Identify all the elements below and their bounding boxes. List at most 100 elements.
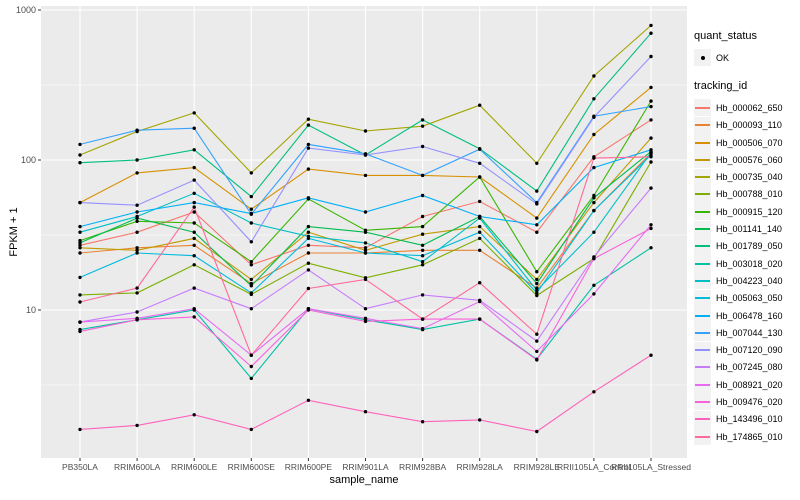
legend-line-swatch-icon bbox=[694, 289, 711, 307]
y-tick-label: 10 bbox=[25, 305, 36, 315]
data-point bbox=[78, 161, 82, 165]
data-point bbox=[249, 376, 253, 381]
data-point bbox=[420, 254, 425, 258]
data-point bbox=[478, 248, 482, 252]
legend-line-swatch-icon bbox=[694, 203, 711, 221]
data-point bbox=[306, 236, 311, 241]
data-point bbox=[592, 230, 596, 234]
data-point bbox=[420, 293, 425, 297]
data-point bbox=[420, 263, 425, 267]
data-point bbox=[535, 202, 539, 206]
data-point bbox=[478, 317, 482, 321]
legend-line-swatch-icon bbox=[694, 358, 711, 376]
data-point bbox=[535, 270, 539, 274]
data-point bbox=[420, 232, 425, 236]
data-point bbox=[592, 390, 596, 394]
data-point bbox=[535, 281, 539, 286]
legend-label: Hb_000788_010 bbox=[716, 189, 783, 200]
y-tick-label: 100 bbox=[20, 155, 36, 165]
data-point bbox=[535, 277, 539, 282]
x-tick-label: RRIM928LE bbox=[513, 462, 560, 472]
data-point bbox=[192, 236, 196, 241]
data-point bbox=[135, 291, 139, 295]
data-point bbox=[306, 167, 311, 171]
x-tick-label: RRIM928LA bbox=[456, 462, 503, 472]
data-point bbox=[363, 307, 368, 311]
legend-label: Hb_000506_070 bbox=[716, 137, 783, 148]
data-point bbox=[306, 123, 311, 127]
data-point bbox=[306, 146, 311, 150]
x-tick-label: RRIM600LA bbox=[113, 462, 161, 472]
legend-item: Hb_008921_020 bbox=[694, 376, 800, 394]
legend-item: Hb_007245_080 bbox=[694, 358, 800, 376]
legend-label: Hb_000735_040 bbox=[716, 172, 783, 183]
data-point bbox=[135, 219, 139, 223]
data-point bbox=[192, 243, 196, 247]
legend-item: Hb_007120_090 bbox=[694, 341, 800, 359]
data-point bbox=[649, 353, 653, 357]
data-point bbox=[78, 230, 82, 234]
data-point bbox=[306, 286, 311, 291]
data-point bbox=[649, 136, 653, 140]
data-point bbox=[78, 224, 82, 229]
legend-label: Hb_008921_020 bbox=[716, 379, 783, 390]
data-point bbox=[249, 263, 253, 267]
legend-label: Hb_006478_160 bbox=[716, 310, 783, 321]
data-point bbox=[78, 153, 82, 157]
data-point bbox=[135, 251, 139, 255]
data-point bbox=[78, 142, 82, 147]
data-point bbox=[306, 268, 311, 272]
legend-item-ok: OK bbox=[694, 49, 800, 67]
data-point bbox=[420, 327, 425, 331]
data-point bbox=[78, 329, 82, 334]
data-point bbox=[249, 284, 253, 288]
legend-line-swatch-icon bbox=[694, 393, 711, 411]
data-point bbox=[192, 165, 196, 170]
data-point bbox=[192, 230, 196, 234]
data-point bbox=[649, 23, 653, 28]
data-point bbox=[78, 200, 82, 205]
legend-line-swatch-icon bbox=[694, 341, 711, 359]
data-point bbox=[135, 423, 139, 428]
data-point bbox=[192, 254, 196, 258]
data-point bbox=[306, 196, 311, 200]
data-point bbox=[535, 339, 539, 343]
data-point bbox=[649, 226, 653, 231]
data-point bbox=[649, 246, 653, 250]
data-point bbox=[135, 230, 139, 234]
legend-quant-status: quant_status OK bbox=[694, 30, 800, 67]
data-point bbox=[420, 173, 425, 178]
data-point bbox=[420, 317, 425, 321]
data-point bbox=[78, 300, 82, 304]
data-point bbox=[535, 230, 539, 234]
data-point bbox=[420, 224, 425, 229]
legend-line-swatch-icon bbox=[694, 237, 711, 255]
data-point bbox=[135, 248, 139, 252]
data-point bbox=[592, 292, 596, 296]
legend-label: Hb_143496_010 bbox=[716, 414, 783, 425]
x-tick-label: RRIM901LA bbox=[342, 462, 389, 472]
legend-label: Hb_000093_110 bbox=[716, 120, 782, 131]
legend-item: Hb_000506_070 bbox=[694, 134, 800, 152]
data-point bbox=[649, 104, 653, 109]
data-point bbox=[649, 160, 653, 164]
data-point bbox=[478, 199, 482, 204]
data-point bbox=[192, 178, 196, 182]
data-point bbox=[592, 208, 596, 213]
data-point bbox=[192, 148, 196, 152]
data-point bbox=[478, 236, 482, 241]
data-point bbox=[420, 124, 425, 128]
data-point bbox=[192, 191, 196, 195]
data-point bbox=[649, 150, 653, 155]
data-point bbox=[363, 277, 368, 282]
x-tick-label: RRII105LA_Control bbox=[557, 462, 631, 472]
legend-item: Hb_001789_050 bbox=[694, 237, 800, 255]
y-axis-title: FPKM + 1 bbox=[8, 207, 20, 257]
legend-label: Hb_174865_010 bbox=[716, 431, 783, 442]
data-point bbox=[420, 214, 425, 219]
data-point bbox=[478, 230, 482, 234]
data-point bbox=[306, 243, 311, 247]
data-point bbox=[306, 251, 311, 255]
data-point bbox=[135, 286, 139, 290]
data-point bbox=[135, 214, 139, 219]
